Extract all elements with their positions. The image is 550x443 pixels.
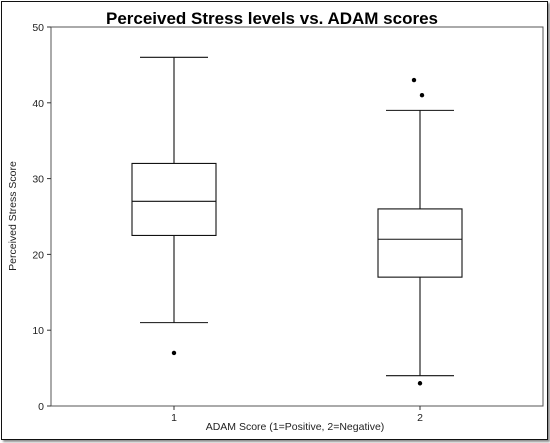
outlier-point: [171, 350, 177, 356]
y-tick-label: 40: [32, 98, 44, 110]
y-axis-label: Perceived Stress Score: [7, 161, 19, 271]
box-series: [131, 56, 463, 386]
chart-title: Perceived Stress levels vs. ADAM scores: [106, 9, 438, 28]
y-tick-label: 0: [38, 401, 44, 413]
y-tick-label: 50: [32, 22, 44, 34]
x-tick-label: 1: [171, 412, 177, 424]
iqr-box: [131, 162, 217, 237]
y-tick-label: 30: [32, 174, 44, 186]
x-axis-label: ADAM Score (1=Positive, 2=Negative): [206, 421, 385, 433]
box-group-1: [131, 56, 217, 356]
iqr-box: [377, 208, 463, 278]
outlier-point: [411, 77, 417, 83]
outlier-point: [419, 93, 425, 98]
box-group-2: [377, 77, 463, 386]
y-axis: 0 10 20 30 40 50: [32, 22, 51, 413]
plot-area: [50, 26, 544, 407]
outlier-point: [417, 381, 423, 386]
y-tick-label: 20: [32, 249, 44, 261]
x-tick-label: 2: [417, 412, 423, 424]
y-tick-label: 10: [32, 325, 44, 337]
